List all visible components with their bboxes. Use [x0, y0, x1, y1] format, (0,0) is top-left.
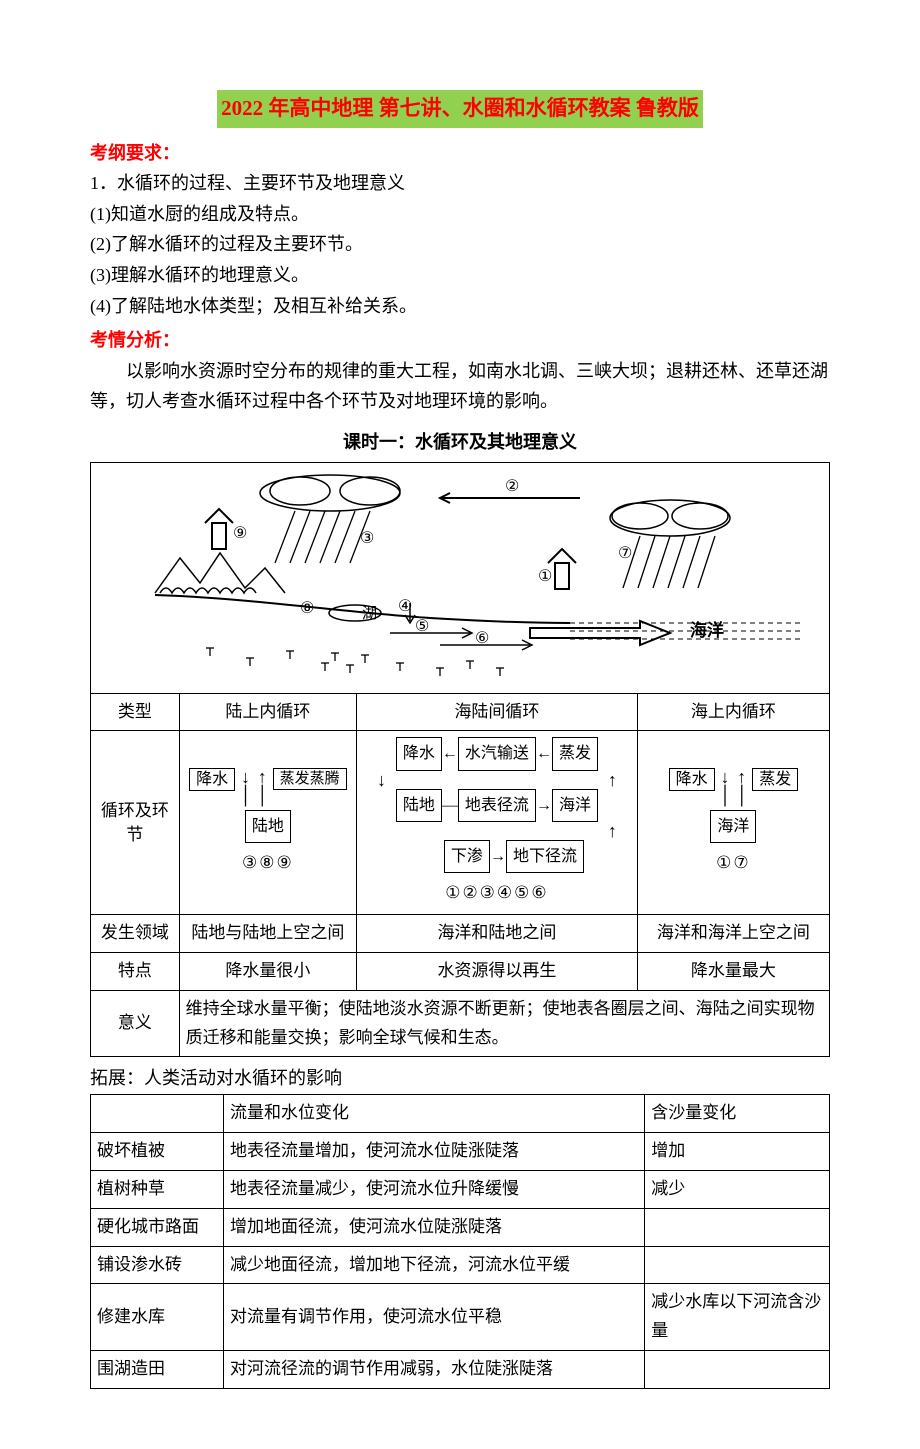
extension-heading: 拓展：人类活动对水循环的影响 [90, 1063, 830, 1094]
row-label: 意义 [91, 990, 180, 1057]
table-cell: 水资源得以再生 [357, 952, 638, 990]
outline-item: (3)理解水循环的地理意义。 [90, 260, 830, 291]
table-row: 植树种草地表径流量减少，使河流水位升降缓慢减少 [91, 1170, 830, 1208]
water-cycle-diagram: ② ③ ⑦ ⑨ [91, 463, 829, 683]
table-row: 铺设渗水砖减少地面径流，增加地下径流，河流水位平缓 [91, 1246, 830, 1284]
table-row: 硬化城市路面增加地面径流，使河流水位陡涨陡落 [91, 1208, 830, 1246]
analysis-heading: 考情分析： [90, 325, 830, 356]
outline-item: (1)知道水厨的组成及特点。 [90, 199, 830, 230]
table-cell: 陆地与陆地上空之间 [179, 914, 356, 952]
table-header: 类型 [91, 693, 180, 731]
svg-text:⑥: ⑥ [475, 630, 489, 647]
svg-text:湖: 湖 [362, 605, 377, 622]
row-label: 循环及环节 [91, 731, 180, 914]
lesson-subtitle: 课时一：水循环及其地理意义 [90, 427, 830, 458]
svg-text:⑧: ⑧ [300, 600, 314, 617]
svg-text:⑤: ⑤ [415, 618, 429, 635]
outline-heading: 考纲要求： [90, 138, 830, 169]
outline-item: (4)了解陆地水体类型；及相互补给关系。 [90, 291, 830, 322]
outline-item: (2)了解水循环的过程及主要环节。 [90, 229, 830, 260]
svg-text:海洋: 海洋 [690, 620, 724, 640]
table-cell: 降水量很小 [179, 952, 356, 990]
row-label: 发生领域 [91, 914, 180, 952]
table-cell: 海洋和海洋上空之间 [637, 914, 829, 952]
table-cell: 维持全球水量平衡；使陆地淡水资源不断更新；使地表各圈层之间、海陆之间实现物质迁移… [179, 990, 829, 1057]
table-header: 流量和水位变化 [224, 1095, 645, 1133]
table-cell: 海洋和陆地之间 [357, 914, 638, 952]
table-row: 围湖造田对河流径流的调节作用减弱，水位陡涨陡落 [91, 1351, 830, 1389]
table-header [91, 1095, 224, 1133]
table-header: 含沙量变化 [645, 1095, 830, 1133]
cycle-diagram-cell: ② ③ ⑦ ⑨ [91, 462, 830, 693]
table-cell: 降水量最大 [637, 952, 829, 990]
human-impact-table: 流量和水位变化 含沙量变化 破坏植被地表径流量增加，使河流水位陡涨陡落增加 植树… [90, 1094, 830, 1389]
flow-sealand-cycle: 降水←水汽输送←蒸发 ↓↑ 陆地—地表径流→海洋 ↑ 陆 下渗→地下径流 ①②③… [357, 731, 638, 914]
table-header: 陆上内循环 [179, 693, 356, 731]
outline-item: 1．水循环的过程、主要环节及地理意义 [90, 168, 830, 199]
table-header: 海陆间循环 [357, 693, 638, 731]
table-row: 修建水库对流量有调节作用，使河流水位平稳减少水库以下河流含沙量 [91, 1284, 830, 1351]
page-title: 2022 年高中地理 第七讲、水圈和水循环教案 鲁教版 [217, 90, 703, 128]
analysis-paragraph: 以影响水资源时空分布的规律的重大工程，如南水北调、三峡大坝；退耕还林、还草还湖等… [90, 356, 830, 417]
svg-text:④: ④ [398, 598, 412, 615]
svg-text:⑨: ⑨ [233, 525, 247, 542]
water-cycle-table: ② ③ ⑦ ⑨ [90, 462, 830, 1058]
row-label: 特点 [91, 952, 180, 990]
flow-ocean-cycle: 降水 ↓│ ↑│ 蒸发 海洋 ①⑦ [637, 731, 829, 914]
flow-land-cycle: 降水 ↓│ ↑│ 蒸发蒸腾 陆地 ③⑧⑨ [179, 731, 356, 914]
svg-text:①: ① [538, 568, 552, 585]
table-row: 破坏植被地表径流量增加，使河流水位陡涨陡落增加 [91, 1132, 830, 1170]
table-header: 海上内循环 [637, 693, 829, 731]
svg-text:②: ② [505, 478, 519, 495]
svg-text:③: ③ [360, 530, 374, 547]
svg-text:⑦: ⑦ [618, 545, 632, 562]
